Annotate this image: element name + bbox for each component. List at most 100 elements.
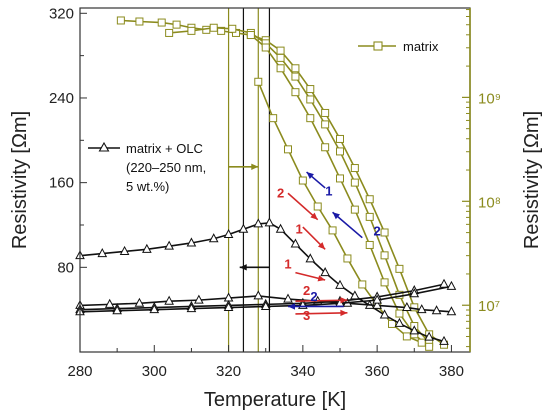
data-point — [328, 226, 337, 235]
axis-arrow-head — [251, 163, 259, 170]
data-point — [276, 53, 285, 62]
data-point — [425, 342, 434, 351]
data-point — [313, 202, 322, 211]
y-left-axis-title: Resistivity [Ωm] — [9, 111, 31, 249]
data-point — [264, 217, 275, 227]
data-point — [246, 31, 255, 40]
data-point — [350, 290, 360, 300]
axis-arrow-head — [239, 264, 247, 271]
data-point — [336, 174, 344, 183]
data-point — [395, 309, 404, 318]
data-point — [290, 238, 301, 248]
legend-matrix-label: matrix — [403, 39, 439, 54]
data-point — [284, 145, 292, 154]
data-point — [439, 335, 449, 345]
data-point — [208, 233, 219, 243]
data-point — [424, 331, 434, 341]
data-point — [350, 164, 359, 173]
data-point — [431, 305, 442, 315]
data-point — [446, 280, 457, 290]
data-point — [194, 294, 204, 304]
legend-olc-detail-1: (220–250 nm, — [126, 160, 206, 175]
step-arrow — [295, 312, 348, 315]
step-arrow-head — [340, 297, 348, 304]
data-point — [291, 72, 300, 81]
step-arrow — [295, 299, 348, 302]
data-point — [350, 178, 359, 187]
step-label: 3 — [303, 308, 310, 323]
data-point — [112, 305, 122, 315]
legend-olc: matrix + OLC (220–250 nm, 5 wt.%) — [88, 141, 206, 194]
data-point — [261, 43, 270, 52]
data-point — [402, 301, 412, 312]
data-point — [320, 267, 330, 277]
data-point — [380, 228, 389, 237]
step-label: 1 — [325, 183, 332, 198]
data-point — [335, 279, 345, 289]
data-point — [119, 245, 130, 255]
data-point — [164, 240, 174, 250]
data-point — [305, 253, 316, 263]
y-right-tick-label: 10⁸ — [478, 194, 501, 211]
data-point — [446, 306, 457, 316]
legend-olc-marker — [98, 141, 110, 152]
data-point — [365, 240, 374, 249]
data-point — [439, 278, 449, 288]
data-point — [186, 303, 197, 313]
data-point — [228, 24, 237, 33]
data-point — [417, 338, 426, 347]
x-tick-label: 380 — [439, 363, 464, 380]
step-arrow-head — [317, 242, 326, 250]
data-point — [253, 218, 264, 228]
step-arrow-head — [332, 212, 340, 220]
data-point — [283, 293, 293, 303]
data-point — [116, 16, 125, 25]
y-right-axis-title: Resistivity [Ωm] — [521, 111, 543, 249]
data-point — [135, 17, 144, 26]
step-arrow-head — [340, 309, 348, 317]
data-point — [321, 108, 330, 117]
series-layer — [75, 16, 457, 351]
x-axis: 280 300 320 340 360 380 — [67, 345, 464, 380]
step-label: 2 — [277, 185, 284, 200]
data-point — [134, 297, 145, 307]
data-point — [365, 212, 374, 221]
data-point — [416, 304, 427, 314]
data-point — [157, 18, 166, 27]
data-point — [165, 28, 174, 37]
data-point — [380, 278, 389, 287]
data-point — [321, 120, 330, 129]
x-tick-label: 300 — [142, 363, 167, 380]
data-point — [365, 195, 374, 204]
data-point — [395, 290, 404, 299]
data-point — [372, 294, 382, 304]
data-point — [395, 264, 404, 273]
data-point — [260, 300, 271, 310]
data-point — [388, 319, 396, 328]
x-tick-label: 320 — [216, 363, 241, 380]
data-point — [269, 114, 278, 123]
data-point — [336, 134, 344, 143]
data-point — [409, 325, 420, 335]
reference-lines — [227, 8, 271, 352]
data-point — [306, 95, 315, 104]
data-point — [276, 46, 285, 55]
data-point — [394, 317, 405, 327]
data-point — [238, 223, 249, 233]
data-point — [223, 301, 234, 312]
step-label: 1 — [296, 221, 303, 236]
data-point — [253, 290, 264, 300]
x-tick-label: 340 — [290, 363, 315, 380]
data-point — [276, 64, 285, 73]
data-point — [172, 20, 181, 29]
legend-olc-label: matrix + OLC — [126, 141, 203, 156]
data-point — [306, 114, 315, 123]
step-arrow-head — [306, 172, 314, 180]
data-point — [321, 143, 330, 152]
data-point — [372, 299, 382, 309]
step-arrow-head — [310, 212, 318, 220]
step-label: 1 — [284, 256, 291, 271]
data-point — [298, 176, 307, 185]
